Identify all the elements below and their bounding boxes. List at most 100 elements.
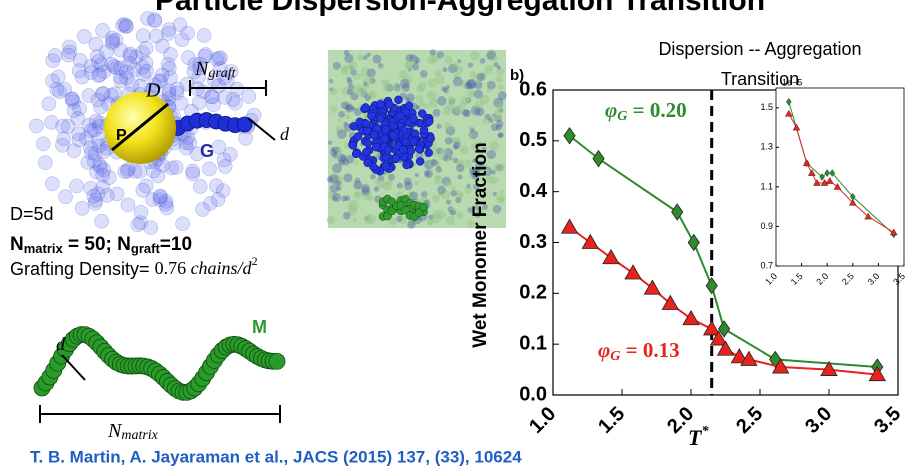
- solvent-bead: [452, 141, 461, 149]
- solvent-bead: [441, 86, 447, 92]
- t: =10: [160, 234, 192, 255]
- solvent-bead: [457, 174, 463, 180]
- marker: [820, 179, 829, 186]
- solvent-bead: [407, 220, 416, 229]
- solvent-bead: [343, 121, 348, 126]
- graft-bead: [178, 140, 194, 156]
- aggregate-bead: [385, 100, 394, 109]
- graft-bead: [92, 67, 108, 82]
- solvent-bead: [443, 87, 449, 94]
- graft-bead: [228, 95, 243, 111]
- graft-bead: [122, 48, 138, 64]
- solvent-bead: [363, 81, 368, 87]
- solvent-bead: [446, 102, 455, 111]
- solvent-bead: [484, 64, 494, 74]
- marker: [819, 173, 825, 181]
- solvent-bead: [432, 194, 440, 203]
- solvent-bead: [396, 182, 403, 189]
- graft-bead: [61, 47, 76, 63]
- solvent-bead: [486, 87, 492, 93]
- graft-bead: [113, 69, 128, 85]
- solvent-bead: [486, 80, 496, 90]
- graft-bead: [152, 192, 168, 208]
- graft-bead: [172, 17, 188, 33]
- n: N: [194, 58, 210, 80]
- solvent-bead: [344, 103, 354, 113]
- graft-bead: [83, 123, 99, 138]
- solvent-bead: [463, 109, 471, 118]
- graft-bead: [135, 28, 151, 43]
- solvent-bead: [450, 137, 457, 144]
- solvent-bead: [453, 62, 459, 68]
- graft-bead: [93, 159, 108, 175]
- graft-bead: [147, 13, 163, 29]
- sup: 2: [252, 254, 258, 268]
- graft-bead: [161, 61, 177, 76]
- graft-bead: [152, 73, 167, 89]
- graft-bead: [185, 163, 200, 179]
- solvent-bead: [459, 145, 469, 155]
- solvent-bead: [450, 189, 457, 197]
- solvent-bead: [346, 89, 354, 96]
- graft-bead: [104, 57, 120, 72]
- solvent-bead: [452, 157, 459, 164]
- graft-bead: [92, 157, 107, 173]
- graft-bead: [163, 70, 178, 86]
- graft-bead: [150, 168, 166, 184]
- marker: [687, 233, 700, 252]
- solvent-bead: [469, 166, 476, 174]
- graft-bead: [138, 40, 154, 56]
- graft-bead: [145, 192, 160, 207]
- solvent-bead: [337, 118, 342, 123]
- graft-bead: [161, 22, 177, 37]
- solvent-bead: [480, 95, 490, 105]
- solvent-bead: [330, 147, 335, 152]
- solvent-bead: [414, 180, 420, 186]
- graft-bead: [56, 131, 72, 147]
- graft-bead: [133, 215, 148, 231]
- aggregate-bead: [361, 103, 370, 112]
- graft-bead: [81, 88, 97, 103]
- graft-bead: [181, 50, 196, 65]
- graft-bead: [135, 45, 150, 61]
- solvent-bead: [364, 94, 371, 101]
- graft-bead: [168, 160, 184, 175]
- graft-bead: [127, 62, 142, 77]
- aggregate-bead: [424, 117, 434, 126]
- solvent-bead: [486, 49, 497, 59]
- graft-bead: [139, 63, 154, 79]
- solvent-bead: [430, 158, 438, 167]
- marker: [868, 365, 886, 382]
- solvent-bead: [492, 191, 497, 196]
- graft-bead: [155, 38, 170, 54]
- graft-bead: [60, 119, 76, 134]
- solvent-bead: [396, 215, 403, 222]
- marker: [592, 149, 605, 168]
- graft-bead: [196, 28, 212, 43]
- solvent-bead: [345, 155, 355, 164]
- aggregate-bead: [399, 145, 408, 154]
- t: 0.76: [155, 258, 191, 278]
- graft-bead: [143, 220, 159, 235]
- graft-bead: [169, 85, 185, 101]
- solvent-bead: [481, 146, 487, 152]
- solvent-bead: [361, 183, 370, 193]
- aggregate-bead: [363, 138, 373, 148]
- marker: [824, 169, 830, 177]
- solvent-bead: [498, 132, 504, 138]
- aggregate-bead: [381, 162, 390, 171]
- solvent-bead: [495, 124, 503, 131]
- solvent-bead: [466, 183, 471, 188]
- solvent-bead: [353, 72, 361, 81]
- marker: [864, 212, 873, 220]
- solvent-bead: [453, 72, 461, 80]
- graft-bead: [87, 196, 103, 211]
- graft-bead: [45, 73, 60, 89]
- graft-bead: [161, 83, 177, 99]
- solvent-bead: [353, 181, 362, 189]
- aggregate-bead: [391, 154, 401, 163]
- graft-bead: [71, 63, 87, 78]
- graft-bead: [64, 91, 80, 107]
- graft-bead: [41, 96, 57, 112]
- aggregate-bead: [402, 160, 411, 170]
